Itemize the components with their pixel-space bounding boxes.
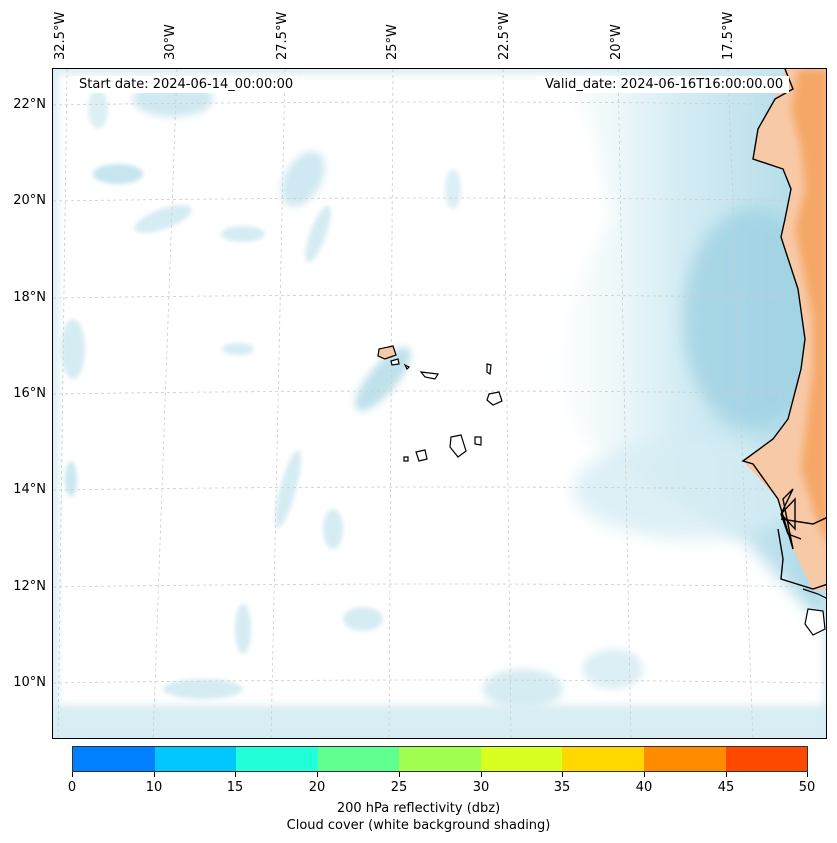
lat-label: 10°N	[13, 675, 46, 690]
colorbar	[72, 746, 808, 772]
lon-label: 25°W	[385, 24, 400, 60]
colorbar-tick-label: 30	[472, 780, 490, 795]
colorbar-segment	[236, 747, 318, 771]
valid-date-label: Valid_date: 2024-06-16T16:00:00.00	[539, 76, 790, 93]
african-coast	[741, 69, 826, 636]
colorbar-tick	[154, 772, 155, 777]
colorbar-tick	[399, 772, 400, 777]
colorbar-tick-label: 10	[145, 780, 163, 795]
lat-label: 20°N	[13, 193, 46, 208]
colorbar-tick-label: 25	[390, 780, 408, 795]
colorbar-tick	[317, 772, 318, 777]
cape-verde-islands	[377, 345, 503, 462]
colorbar-segment	[317, 747, 400, 771]
colorbar-segment	[399, 747, 481, 771]
colorbar-tick-label: 35	[553, 780, 571, 795]
lon-label: 32.5°W	[53, 11, 68, 60]
lat-label: 14°N	[13, 482, 46, 497]
colorbar-tick-label: 40	[635, 780, 653, 795]
colorbar-segment	[562, 747, 644, 771]
colorbar-tick-label: 45	[717, 780, 735, 795]
lon-label: 20°W	[609, 24, 624, 60]
colorbar-tick	[72, 772, 73, 777]
lon-label: 27.5°W	[275, 11, 290, 60]
map-panel[interactable]	[52, 68, 827, 739]
lon-label: 17.5°W	[721, 11, 736, 60]
colorbar-tick	[562, 772, 563, 777]
lat-label: 22°N	[13, 97, 46, 112]
colorbar-segment	[480, 747, 563, 771]
colorbar-tick	[807, 772, 808, 777]
lat-label: 16°N	[13, 386, 46, 401]
lat-label: 18°N	[13, 290, 46, 305]
colorbar-caption: 200 hPa reflectivity (dbz)	[336, 801, 501, 816]
colorbar-tick	[644, 772, 645, 777]
colorbar-caption-secondary: Cloud cover (white background shading)	[286, 818, 551, 833]
colorbar-tick-label: 15	[226, 780, 244, 795]
map-canvas	[53, 69, 826, 738]
lat-label: 12°N	[13, 579, 46, 594]
colorbar-segment	[725, 747, 808, 771]
graticule	[53, 69, 826, 738]
lon-label: 22.5°W	[497, 11, 512, 60]
colorbar-tick	[481, 772, 482, 777]
colorbar-tick	[235, 772, 236, 777]
colorbar-tick-label: 20	[308, 780, 326, 795]
cloud-cover-shading	[53, 69, 826, 738]
colorbar-segment	[73, 747, 155, 771]
colorbar-tick	[726, 772, 727, 777]
colorbar-segment	[643, 747, 726, 771]
lon-label: 30°W	[163, 24, 178, 60]
colorbar-segment	[154, 747, 237, 771]
colorbar-tick-label: 0	[67, 780, 77, 795]
start-date-label: Start date: 2024-06-14_00:00:00	[73, 76, 300, 93]
colorbar-tick-label: 50	[798, 780, 816, 795]
